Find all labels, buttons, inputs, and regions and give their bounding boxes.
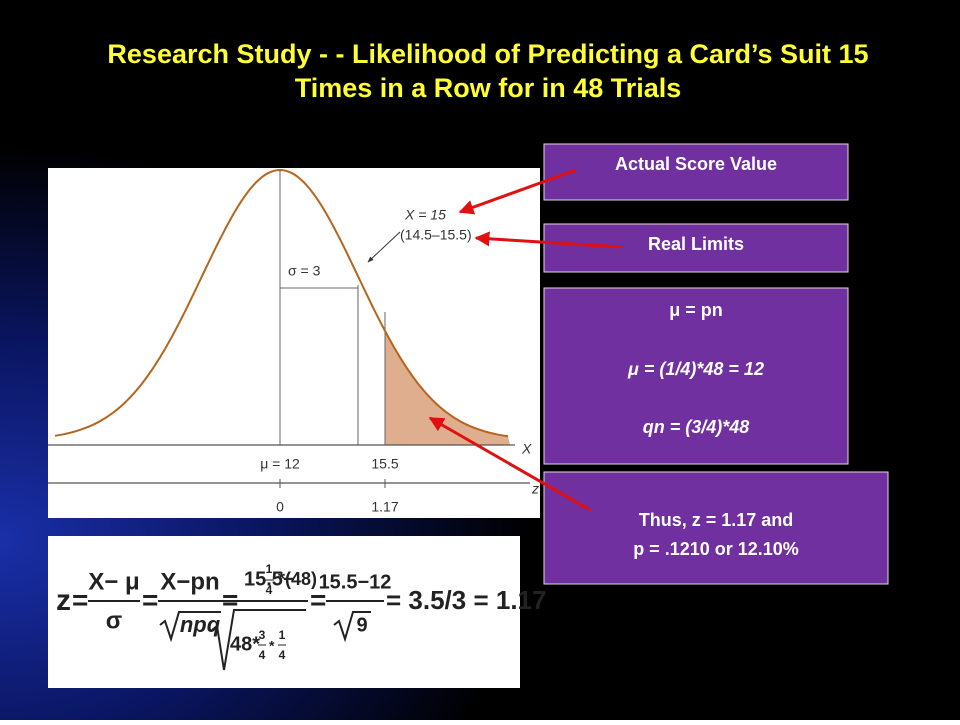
annotation: (14.5–15.5) xyxy=(400,227,472,243)
sigma-label: σ = 3 xyxy=(288,263,321,279)
formula-part: = 3.5/3 = 1.17 xyxy=(386,585,546,615)
title-line: Research Study - - Likelihood of Predict… xyxy=(107,39,868,69)
formula-part: 3 xyxy=(259,628,266,642)
arrow xyxy=(428,416,591,512)
formula-part: = xyxy=(222,584,238,615)
formula-part: X− μ xyxy=(88,568,139,595)
formula-part: 4 xyxy=(279,648,286,662)
formula-part: 1 xyxy=(266,562,273,576)
figure-panel xyxy=(48,168,540,518)
formula-part: 4 xyxy=(266,583,273,597)
callout-text: μ = pn xyxy=(669,300,723,320)
formula-part: 48* xyxy=(230,633,260,655)
callout-box xyxy=(543,223,849,273)
axis-label: z xyxy=(531,481,539,497)
formula-part: z xyxy=(56,584,71,617)
formula: z = X− μ σ = X−pn npq = 15.5− 1 4 *(48) … xyxy=(48,536,546,688)
callout-text: p = .1210 or 12.10% xyxy=(633,539,799,559)
callout-text: Thus, z = 1.17 and xyxy=(639,510,794,530)
title-line: Times in a Row for in 48 Trials xyxy=(295,73,682,103)
sqrt-sign xyxy=(333,611,371,643)
formula-part: = xyxy=(72,584,88,615)
tick-label: 1.17 xyxy=(371,499,398,515)
sqrt-sign xyxy=(211,609,306,671)
formula-panel xyxy=(48,536,520,688)
formula-part: npq xyxy=(180,612,221,637)
axis-label: X xyxy=(521,441,532,457)
callout-text: qn = (3/4)*48 xyxy=(643,417,750,437)
tick-label: 15.5 xyxy=(371,456,398,472)
formula-part: X−pn xyxy=(160,568,219,595)
sqrt-sign xyxy=(159,611,221,643)
arrow xyxy=(458,168,577,215)
callout-text: μ = (1/4)*48 = 12 xyxy=(627,359,764,379)
formula-part: 1 xyxy=(279,628,286,642)
shaded-area xyxy=(385,330,510,445)
formula-part: 4 xyxy=(259,648,266,662)
pointer xyxy=(367,231,401,263)
formula-part: = xyxy=(142,584,158,615)
formula-part: *(48) xyxy=(278,569,317,589)
curve xyxy=(54,168,509,438)
formula-part: 15.5− xyxy=(244,568,295,590)
callout-box xyxy=(543,471,889,585)
callout-box xyxy=(543,287,849,465)
formula-part: = xyxy=(310,584,326,615)
formula-part: * xyxy=(269,638,275,654)
callout-box xyxy=(543,143,849,201)
normal-curve-figure: X = 15 (14.5–15.5) σ = 3 X z μ = 12 15.5… xyxy=(48,168,540,518)
annotation: X = 15 xyxy=(404,207,446,223)
tick-label: μ = 12 xyxy=(260,456,300,472)
formula-part: σ xyxy=(106,607,122,634)
callout-text: Real Limits xyxy=(648,234,744,254)
formula-part: 9 xyxy=(356,614,367,636)
tick-label: 0 xyxy=(276,499,284,515)
formula-part: 15.5−12 xyxy=(319,571,392,593)
arrow xyxy=(474,231,623,249)
callout-text: Actual Score Value xyxy=(615,154,777,174)
